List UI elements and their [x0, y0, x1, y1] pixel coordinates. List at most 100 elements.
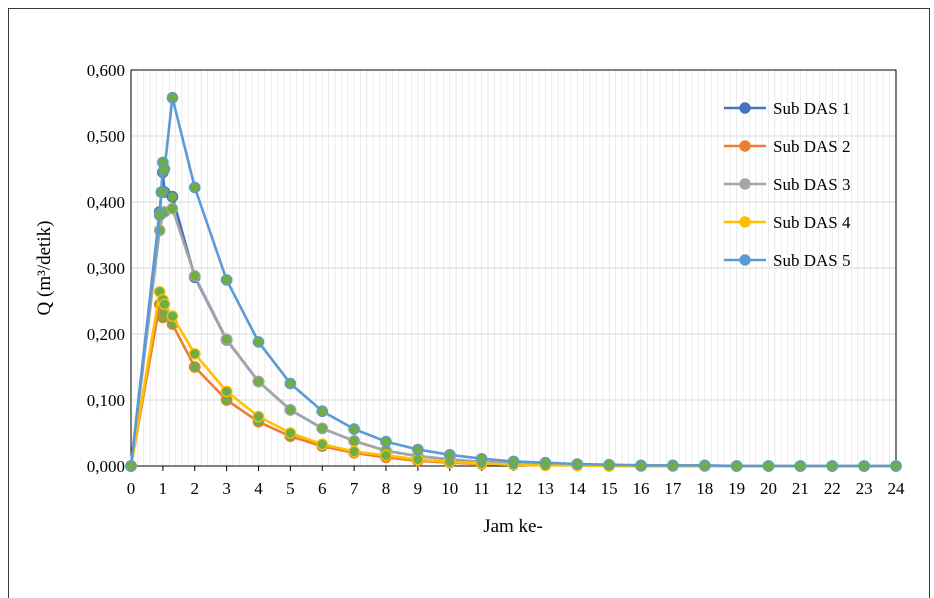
legend-label: Sub DAS 1	[773, 99, 850, 118]
x-tick-label: 8	[382, 479, 391, 498]
data-point	[412, 443, 424, 456]
legend-label: Sub DAS 3	[773, 175, 850, 194]
data-point	[188, 347, 201, 360]
data-point	[667, 459, 679, 472]
data-point	[635, 459, 647, 472]
y-tick-label: 0,500	[87, 127, 125, 146]
legend-item[interactable]: Sub DAS 2	[724, 137, 850, 156]
data-point	[155, 186, 168, 198]
data-point	[153, 209, 166, 221]
y-tick-label: 0,600	[87, 61, 125, 80]
x-tick-label: 11	[473, 479, 489, 498]
x-tick-label: 1	[159, 479, 168, 498]
data-point	[443, 448, 456, 461]
x-tick-label: 24	[888, 479, 906, 498]
data-point	[166, 202, 179, 215]
data-point	[220, 333, 233, 346]
data-point	[730, 460, 743, 472]
legend-label: Sub DAS 5	[773, 251, 850, 270]
x-tick-label: 2	[191, 479, 200, 498]
data-point	[252, 336, 265, 348]
data-point	[220, 385, 233, 398]
data-point	[252, 410, 265, 423]
data-point	[858, 460, 870, 472]
data-point	[158, 298, 171, 311]
x-tick-label: 18	[696, 479, 713, 498]
y-tick-label: 0,200	[87, 325, 125, 344]
data-point	[539, 456, 552, 469]
x-tick-label: 13	[537, 479, 554, 498]
y-tick-label: 0,300	[87, 259, 125, 278]
series-group	[125, 91, 902, 472]
data-point	[158, 163, 171, 175]
x-tick-label: 17	[664, 479, 682, 498]
y-tick-label: 0,400	[87, 193, 125, 212]
data-point	[220, 274, 233, 286]
x-tick-label: 15	[601, 479, 618, 498]
x-tick-label: 6	[318, 479, 327, 498]
data-point	[188, 361, 201, 373]
data-point	[316, 405, 329, 418]
grid	[130, 69, 897, 467]
data-point	[316, 422, 329, 435]
legend-marker	[739, 102, 751, 114]
data-point	[348, 435, 360, 447]
data-point	[348, 445, 360, 458]
data-point	[284, 377, 297, 390]
x-tick-label: 12	[505, 479, 522, 498]
data-point	[284, 404, 297, 416]
x-tick-label: 14	[569, 479, 587, 498]
y-tick-label: 0,100	[87, 391, 125, 410]
x-axis-title: Jam ke-	[483, 516, 543, 537]
x-tick-label: 10	[441, 479, 458, 498]
data-point	[698, 459, 711, 472]
legend[interactable]: Sub DAS 1 Sub DAS 2 Sub DAS 3 Sub DAS 4 Sub …	[724, 99, 851, 270]
data-point	[412, 453, 424, 466]
x-tick-label: 4	[254, 479, 263, 498]
x-tick-label: 16	[633, 479, 650, 498]
data-point	[125, 460, 137, 472]
data-point	[507, 455, 520, 468]
data-point	[188, 181, 201, 194]
legend-marker	[739, 178, 751, 190]
legend-marker	[739, 140, 751, 152]
data-point	[188, 270, 201, 282]
data-point	[571, 458, 584, 470]
data-point	[762, 460, 775, 472]
data-point	[794, 460, 807, 472]
x-tick-label: 3	[222, 479, 231, 498]
y-tick-label: 0,000	[87, 457, 125, 476]
data-point	[166, 190, 179, 203]
x-tick-label: 7	[350, 479, 359, 498]
x-tick-label: 19	[728, 479, 745, 498]
legend-marker	[739, 216, 751, 228]
data-point	[348, 423, 360, 435]
data-point	[890, 460, 902, 472]
data-point	[475, 452, 488, 465]
x-tick-label: 5	[286, 479, 295, 498]
legend-label: Sub DAS 4	[773, 213, 851, 232]
x-tick-label: 9	[414, 479, 423, 498]
legend-marker	[739, 254, 751, 266]
x-tick-label: 21	[792, 479, 809, 498]
y-axis-title: Q (m³/detik)	[34, 221, 55, 316]
data-point	[284, 427, 297, 439]
data-point	[166, 310, 179, 322]
series-5	[125, 91, 902, 472]
data-point	[316, 438, 329, 451]
data-point	[252, 375, 265, 388]
legend-item[interactable]: Sub DAS 3	[724, 175, 850, 194]
data-point	[603, 458, 615, 471]
data-point	[826, 460, 839, 472]
legend-item[interactable]: Sub DAS 1	[724, 99, 850, 118]
legend-item[interactable]: Sub DAS 4	[724, 213, 851, 232]
x-tick-label: 0	[127, 479, 136, 498]
x-tick-label: 20	[760, 479, 777, 498]
legend-item[interactable]: Sub DAS 5	[724, 251, 850, 270]
data-point	[380, 435, 392, 448]
x-tick-label: 22	[824, 479, 841, 498]
legend-label: Sub DAS 2	[773, 137, 850, 156]
data-point	[166, 91, 179, 104]
data-point	[380, 449, 392, 462]
